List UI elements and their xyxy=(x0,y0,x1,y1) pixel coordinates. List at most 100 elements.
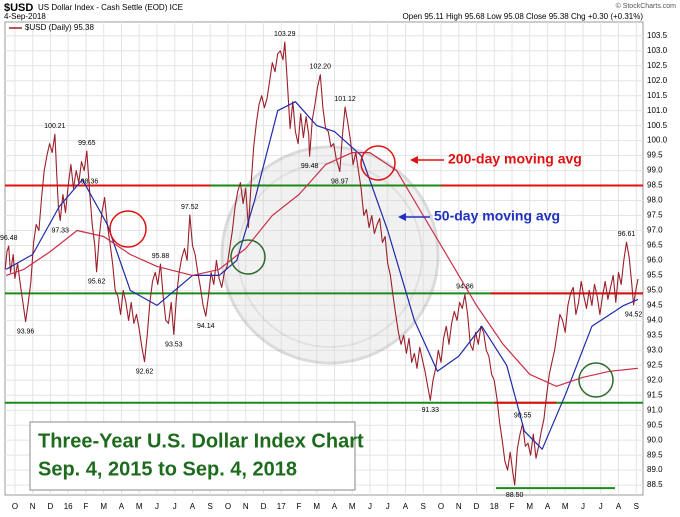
y-tick-label: 96.5 xyxy=(647,241,663,250)
y-tick-label: 89.5 xyxy=(647,450,663,459)
y-tick-label: 91.0 xyxy=(647,405,663,414)
x-tick-label: M xyxy=(136,502,143,511)
x-tick-label: F xyxy=(510,502,515,511)
y-tick-label: 88.5 xyxy=(647,480,663,489)
x-tick-label: M xyxy=(562,502,569,511)
y-tick-label: 95.5 xyxy=(647,271,663,280)
x-tick-label: A xyxy=(119,502,125,511)
legend-label: $USD (Daily) 95.38 xyxy=(25,23,94,32)
watermark-coin xyxy=(220,145,440,365)
x-tick-label: S xyxy=(208,502,213,511)
y-tick-label: 99.0 xyxy=(647,166,663,175)
y-tick-label: 97.5 xyxy=(647,211,663,220)
x-tick-label: S xyxy=(421,502,426,511)
highlight-circles xyxy=(109,145,614,398)
x-tick-label: J xyxy=(386,502,390,511)
circle xyxy=(230,239,266,275)
plot-frame xyxy=(4,21,644,496)
x-tick-label: 16 xyxy=(64,502,73,511)
point-label: 99.65 xyxy=(78,140,96,147)
point-label: 93.96 xyxy=(17,328,35,335)
series-line xyxy=(4,41,639,486)
y-tick-label: 93.5 xyxy=(647,330,663,339)
x-tick-label: J xyxy=(599,502,603,511)
caption-box xyxy=(29,421,356,491)
x-tick-label: D xyxy=(474,502,480,511)
caption: Three-Year U.S. Dollar Index Chart xyxy=(38,430,364,452)
circle xyxy=(109,210,147,248)
x-tick-label: N xyxy=(243,502,249,511)
annotation: 200-day moving avg xyxy=(448,151,582,167)
point-label: 94.86 xyxy=(456,283,474,290)
quote: Open 95.11 High 95.68 Low 95.08 Close 95… xyxy=(403,12,644,21)
y-tick-label: 103.5 xyxy=(647,31,668,40)
arrow-head xyxy=(398,213,406,221)
y-tick-label: 95.0 xyxy=(647,286,663,295)
point-label: 98.97 xyxy=(331,178,349,185)
y-tick-label: 90.5 xyxy=(647,420,663,429)
x-tick-label: 18 xyxy=(490,502,499,511)
x-tick-label: A xyxy=(190,502,196,511)
y-tick-label: 96.0 xyxy=(647,256,663,265)
x-tick-label: M xyxy=(526,502,533,511)
y-tick-label: 94.5 xyxy=(647,300,663,309)
point-label: 103.29 xyxy=(274,31,296,38)
point-label: 97.52 xyxy=(181,204,199,211)
point-label: 102.20 xyxy=(310,64,332,71)
y-tick-label: 97.0 xyxy=(647,226,663,235)
x-tick-label: J xyxy=(368,502,372,511)
x-tick-label: J xyxy=(155,502,159,511)
x-tick-label: D xyxy=(48,502,54,511)
series-line xyxy=(5,152,639,387)
x-tick-label: A xyxy=(545,502,551,511)
point-label: 92.62 xyxy=(136,369,154,376)
arrow-head xyxy=(410,156,418,164)
point-label: 97.33 xyxy=(51,227,69,234)
y-tick-label: 102.5 xyxy=(647,61,668,70)
x-tick-label: A xyxy=(616,502,622,511)
x-tick-label: M xyxy=(100,502,107,511)
y-tick-label: 98.5 xyxy=(647,181,663,190)
x-tick-label: F xyxy=(84,502,89,511)
y-tick-label: 101.0 xyxy=(647,106,668,115)
x-tick-label: O xyxy=(225,502,231,511)
chart-title: US Dollar Index - Cash Settle (EOD) ICE xyxy=(38,3,183,12)
point-label: 95.88 xyxy=(152,253,170,260)
y-tick-label: 90.0 xyxy=(647,435,663,444)
x-tick-label: A xyxy=(332,502,338,511)
y-tick-label: 100.5 xyxy=(647,121,668,130)
y-tick-label: 93.0 xyxy=(647,345,663,354)
point-label: 90.55 xyxy=(514,413,532,420)
y-tick-label: 102.0 xyxy=(647,76,668,85)
arrows xyxy=(398,156,444,221)
x-tick-label: N xyxy=(30,502,36,511)
x-tick-label: O xyxy=(12,502,18,511)
point-label: 98.36 xyxy=(81,179,99,186)
y-tick-label: 100.0 xyxy=(647,136,668,145)
point-label: 95.62 xyxy=(88,279,106,286)
series-line xyxy=(5,101,639,450)
x-tick-label: S xyxy=(634,502,639,511)
point-label: 99.48 xyxy=(301,163,319,170)
x-tick-label: J xyxy=(581,502,585,511)
point-label: 101.12 xyxy=(334,96,356,103)
x-tick-label: N xyxy=(456,502,462,511)
circle xyxy=(578,362,614,398)
point-label: 94.52 xyxy=(625,312,643,319)
x-tick-label: O xyxy=(438,502,444,511)
y-tick-label: 92.5 xyxy=(647,360,663,369)
symbol: $USD xyxy=(4,2,33,14)
x-tick-label: M xyxy=(313,502,320,511)
point-label: 91.33 xyxy=(422,407,440,414)
point-label: 93.53 xyxy=(165,341,183,348)
x-tick-label: A xyxy=(403,502,409,511)
y-tick-label: 101.5 xyxy=(647,91,668,100)
y-tick-label: 94.0 xyxy=(647,315,663,324)
point-label: 94.14 xyxy=(197,323,215,330)
x-tick-label: M xyxy=(349,502,356,511)
x-tick-label: D xyxy=(261,502,267,511)
point-label: 100.21 xyxy=(44,123,66,130)
caption: Sep. 4, 2015 to Sep. 4, 2018 xyxy=(38,458,297,480)
x-tick-label: 17 xyxy=(277,502,286,511)
